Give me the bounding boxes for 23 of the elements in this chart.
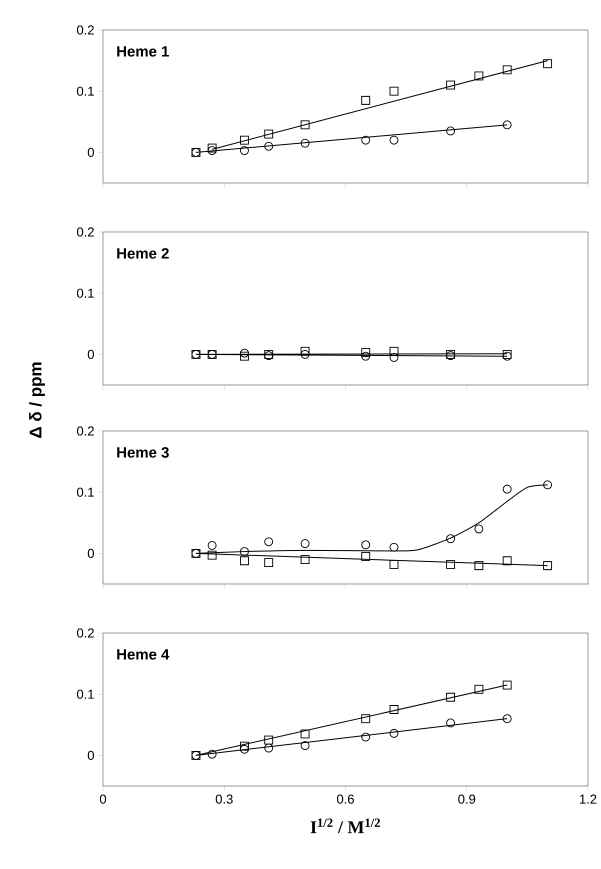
y-tick-label: 0 (88, 548, 94, 558)
y-tick-label: 0.2 (76, 628, 94, 638)
x-tick-label: 0.9 (458, 794, 476, 804)
text: Heme 1 (117, 46, 169, 57)
x-tick-label: 0 (100, 794, 106, 804)
text: Heme 4 (117, 649, 170, 660)
y-tick-label: 0.1 (76, 488, 94, 497)
y-tick-label: 0.2 (76, 25, 94, 35)
y-tick-label: 0 (88, 148, 94, 157)
y-axis-title: Δ δ / ppm (29, 362, 45, 438)
x-tick-label: 1.2 (580, 794, 596, 804)
y-tick-label: 0.1 (76, 288, 94, 298)
text: Heme 3 (117, 447, 169, 458)
text: Heme 2 (117, 248, 169, 259)
x-tick-label: 0.6 (337, 794, 354, 804)
y-tick-label: 0.2 (76, 426, 94, 436)
x-tick-label: 0.3 (216, 794, 233, 804)
y-tick-label: 0.1 (76, 690, 94, 699)
y-tick-label: 0.1 (76, 86, 94, 96)
y-tick-label: 0 (88, 750, 94, 760)
y-tick-label: 0 (88, 350, 94, 359)
y-tick-label: 0.2 (76, 227, 94, 237)
x-axis-title: I$^{1/2}$ / M$^{1/2}$ (310, 818, 380, 834)
